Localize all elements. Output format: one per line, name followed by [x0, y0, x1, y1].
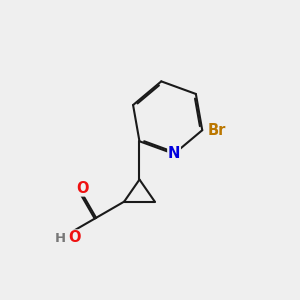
Text: O: O	[68, 230, 81, 245]
Text: Br: Br	[208, 123, 226, 138]
Text: H: H	[54, 232, 65, 245]
Text: N: N	[168, 146, 180, 161]
Text: O: O	[76, 181, 89, 196]
